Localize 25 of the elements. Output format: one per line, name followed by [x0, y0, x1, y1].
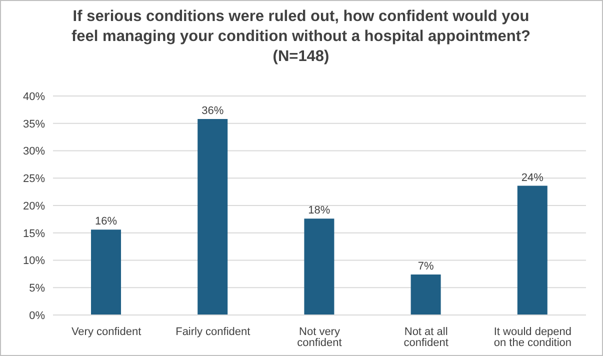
data-label: 7% [418, 260, 434, 272]
data-label: 24% [521, 172, 544, 184]
x-tick-label: It would depend on the condition [494, 326, 572, 349]
y-tick-label: 20% [22, 200, 46, 212]
y-tick-label: 35% [22, 118, 46, 130]
y-tick-label: 40% [22, 90, 46, 103]
bar [517, 186, 548, 315]
y-tick-label: 25% [22, 173, 46, 186]
bar [304, 218, 334, 315]
bar [91, 230, 121, 315]
data-label: 16% [94, 216, 118, 228]
x-tick-label: Very confident [71, 326, 142, 338]
y-tick-label: 5% [29, 282, 46, 295]
y-tick-label: 0% [29, 310, 46, 322]
bar [410, 274, 441, 315]
x-tick-label: Not very confident [297, 326, 342, 349]
chart-title: If serious conditions were ruled out, how confident would you feel managing your condition without a hospital appointment? (N=148) [70, 7, 532, 67]
bar [198, 118, 228, 315]
x-tick-label: Not at all confident [404, 326, 448, 349]
x-tick-label: Fairly confident [176, 326, 250, 338]
y-tick-label: 30% [22, 146, 46, 158]
y-tick-label: 10% [22, 255, 46, 268]
y-tick-label: 15% [22, 228, 46, 240]
data-label: 36% [202, 104, 224, 117]
data-label: 18% [308, 204, 330, 217]
